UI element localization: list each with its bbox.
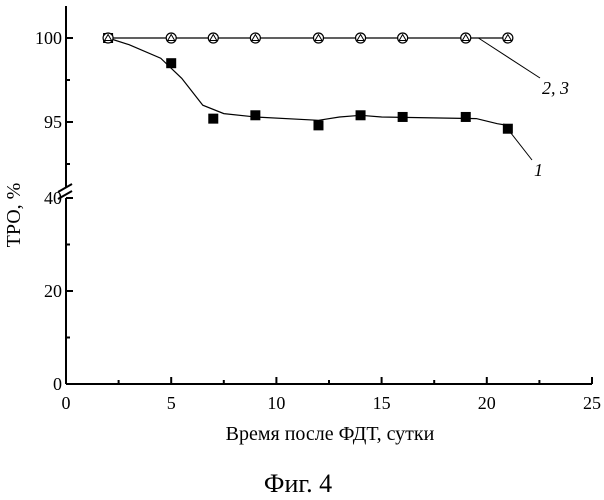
x-tick-label: 10: [267, 393, 285, 413]
series-curves: [108, 38, 540, 160]
series-1-point: [398, 112, 408, 122]
y-tick-label: 95: [44, 112, 62, 132]
series-1-curve: [108, 38, 508, 125]
axes: [58, 6, 592, 384]
series-2-3-point: [103, 33, 113, 43]
series-2-3-point: [313, 33, 323, 43]
tick-marks: 0 5 10 15 20 25 0 20 40 95 100: [35, 28, 601, 413]
series-2-3-point: [250, 33, 260, 43]
x-axis-label: Время после ФДТ, сутки: [226, 423, 435, 445]
labels: ТРО, % Время после ФДТ, сутки Фиг. 4 1 2…: [3, 78, 569, 498]
series-2-3-leader: [478, 38, 540, 78]
y-axis-label: ТРО, %: [3, 183, 25, 248]
figure-label: Фиг. 4: [264, 469, 332, 498]
series-1-point: [166, 58, 176, 68]
series-1-point: [250, 110, 260, 120]
series-2-3-point: [398, 33, 408, 43]
y-tick-label: 100: [35, 28, 62, 48]
series-2-3-point: [503, 33, 513, 43]
x-tick-label: 5: [167, 393, 176, 413]
series-2-3-label: 2, 3: [542, 78, 569, 98]
x-tick-label: 15: [373, 393, 391, 413]
x-tick-label: 20: [478, 393, 496, 413]
y-tick-label: 20: [44, 281, 62, 301]
series-1-point: [356, 110, 366, 120]
y-tick-label: 0: [53, 374, 62, 394]
series-1-point: [503, 124, 513, 134]
series-1-point: [461, 112, 471, 122]
series-1-point: [313, 120, 323, 130]
x-tick-label: 0: [62, 393, 71, 413]
series-1-point: [208, 114, 218, 124]
series-2-3-point: [356, 33, 366, 43]
y-tick-label: 40: [44, 188, 62, 208]
series-1-label: 1: [534, 160, 543, 180]
x-tick-label: 25: [583, 393, 601, 413]
series-2-3-point: [461, 33, 471, 43]
series-2-3-point: [208, 33, 218, 43]
series-2-3-point: [166, 33, 176, 43]
